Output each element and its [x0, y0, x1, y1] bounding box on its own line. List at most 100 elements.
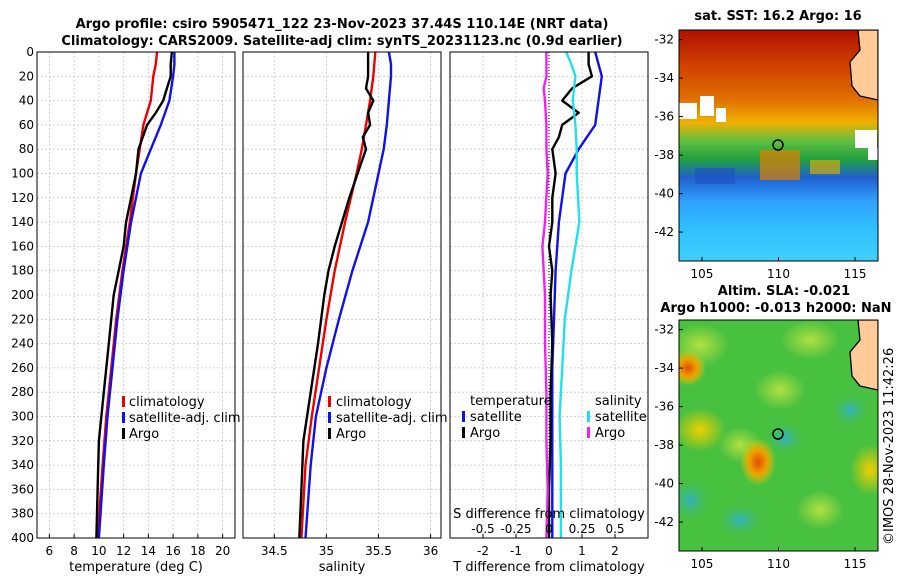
difference-legend: temperature satellite Argo salinity sate… [462, 394, 647, 441]
x-tick-label: 34.5 [261, 544, 288, 558]
x-tick-label: 6 [46, 544, 54, 558]
legend-label-sal-satellite: satellite [595, 410, 647, 425]
lat-tick-label: -38 [654, 438, 674, 452]
legend-label-temp-argo: Argo [470, 426, 500, 441]
x-tick-label: 16 [165, 544, 180, 558]
x-tick-label: 35 [319, 544, 334, 558]
depth-tick-label: 220 [11, 312, 34, 326]
salinity-lines [299, 52, 391, 538]
x-tick-label: 18 [190, 544, 205, 558]
sst-map-title: sat. SST: 16.2 Argo: 16 [694, 9, 861, 24]
x-tick-label: 8 [70, 544, 78, 558]
lon-tick-label: 110 [767, 267, 790, 281]
legend-swatch-temp-satellite [462, 411, 465, 422]
lat-tick-label: -38 [654, 148, 674, 162]
s-tick-label: 0 [545, 522, 553, 536]
depth-tick-label: 60 [19, 118, 34, 132]
t-difference-tick-labels: -2-1012 [477, 544, 619, 558]
depth-tick-label: 380 [11, 507, 34, 521]
sla-map-panel: Altim. SLA: -0.021 Argo h1000: -0.013 h2… [654, 284, 891, 571]
x-tick-label: 36 [423, 544, 438, 558]
depth-tick-label: 200 [11, 288, 34, 302]
sla-map-title-1: Altim. SLA: -0.021 [718, 284, 850, 299]
depth-tick-label: 0 [26, 45, 34, 59]
title-line-1: Argo profile: csiro 5905471_122 23-Nov-2… [76, 17, 609, 32]
legend-title-salinity: salinity [595, 394, 642, 409]
temperature-grid [37, 52, 235, 538]
x-tick-label: 12 [116, 544, 131, 558]
legend-swatch-sal-argo [587, 427, 590, 438]
s-tick-label: -0.5 [471, 522, 494, 536]
temperature-xlabel: temperature (deg C) [69, 560, 203, 575]
x-tick-label: 0 [545, 544, 553, 558]
depth-tick-label: 100 [11, 167, 34, 181]
depth-tick-label: 80 [19, 142, 34, 156]
temperature-tick-labels: 6 8 10 12 14 16 18 20 [46, 544, 231, 558]
difference-panel: -2-1012 -0.5-0.2500.250.5 S difference f… [450, 52, 648, 575]
s-tick-label: 0.5 [605, 522, 624, 536]
x-tick-label: 1 [578, 544, 586, 558]
x-tick-label: 20 [215, 544, 230, 558]
salinity-grid [243, 52, 441, 538]
legend-label-temp-satellite: satellite [470, 410, 522, 425]
lon-tick-label: 115 [844, 557, 867, 571]
lat-tick-label: -36 [654, 400, 674, 414]
sst-heatmap [679, 30, 878, 261]
depth-tick-label: 400 [11, 531, 34, 545]
t-difference-xlabel: T difference from climatology [452, 560, 645, 575]
legend-label-satellite-adj: satellite-adj. clim [336, 411, 448, 426]
salinity-legend: climatology satellite-adj. clim Argo [328, 395, 448, 442]
legend-label-sal-argo: Argo [595, 426, 625, 441]
lon-tick-label: 105 [691, 267, 714, 281]
x-tick-label: 14 [141, 544, 156, 558]
figure: Argo profile: csiro 5905471_122 23-Nov-2… [0, 0, 900, 580]
lon-tick-label: 115 [844, 267, 867, 281]
lat-tick-label: -34 [654, 361, 674, 375]
lat-tick-label: -42 [654, 225, 674, 239]
salinity-xlabel: salinity [319, 560, 366, 575]
lat-tick-label: -40 [654, 477, 674, 491]
depth-tick-label: 260 [11, 361, 34, 375]
depth-tick-label: 160 [11, 239, 34, 253]
legend-label-climatology: climatology [336, 395, 412, 410]
x-tick-label: -1 [510, 544, 522, 558]
depth-tick-label: 320 [11, 434, 34, 448]
depth-tick-label: 240 [11, 337, 34, 351]
legend-swatch-argo [328, 428, 331, 439]
s-difference-tick-labels: -0.5 -0.25 0 0.25 0.5 [471, 522, 624, 536]
s-difference-xlabel: S difference from climatology [453, 507, 645, 522]
legend-swatch-satellite-adj [328, 412, 331, 423]
depth-tick-label: 40 [19, 94, 34, 108]
s-tick-label: 0.25 [569, 522, 596, 536]
lat-tick-label: -42 [654, 515, 674, 529]
title-line-2: Climatology: CARS2009. Satellite-adj cli… [61, 34, 622, 49]
legend-swatch-satellite-adj [122, 412, 125, 423]
legend-swatch-argo [122, 428, 125, 439]
legend-label-climatology: climatology [129, 395, 205, 410]
sla-heatmap [670, 320, 890, 551]
legend-title-temperature: temperature [470, 394, 552, 409]
lat-tick-label: -32 [654, 33, 674, 47]
legend-swatch-temp-argo [462, 427, 465, 438]
depth-tick-label: 340 [11, 458, 34, 472]
depth-tick-label: 140 [11, 215, 34, 229]
depth-tick-label: 120 [11, 191, 34, 205]
sla-map-title-2: Argo h1000: -0.013 h2000: NaN [660, 301, 891, 316]
lat-tick-label: -32 [654, 323, 674, 337]
legend-label-argo: Argo [129, 427, 159, 442]
temperature-panel: 0204060801001201401601802002202402602803… [11, 45, 241, 575]
depth-tick-label: 360 [11, 482, 34, 496]
lat-tick-label: -36 [654, 110, 674, 124]
x-tick-label: 10 [91, 544, 106, 558]
legend-label-satellite-adj: satellite-adj. clim [129, 411, 241, 426]
lon-tick-label: 110 [767, 557, 790, 571]
temperature-legend: climatology satellite-adj. clim Argo [122, 395, 241, 442]
depth-tick-labels: 0204060801001201401601802002202402602803… [11, 45, 34, 545]
legend-swatch-climatology [328, 396, 331, 407]
depth-tick-label: 300 [11, 410, 34, 424]
depth-tick-label: 280 [11, 385, 34, 399]
x-tick-label: -2 [477, 544, 489, 558]
s-tick-label: -0.25 [500, 522, 531, 536]
lon-tick-label: 105 [691, 557, 714, 571]
legend-swatch-sal-satellite [587, 411, 590, 422]
